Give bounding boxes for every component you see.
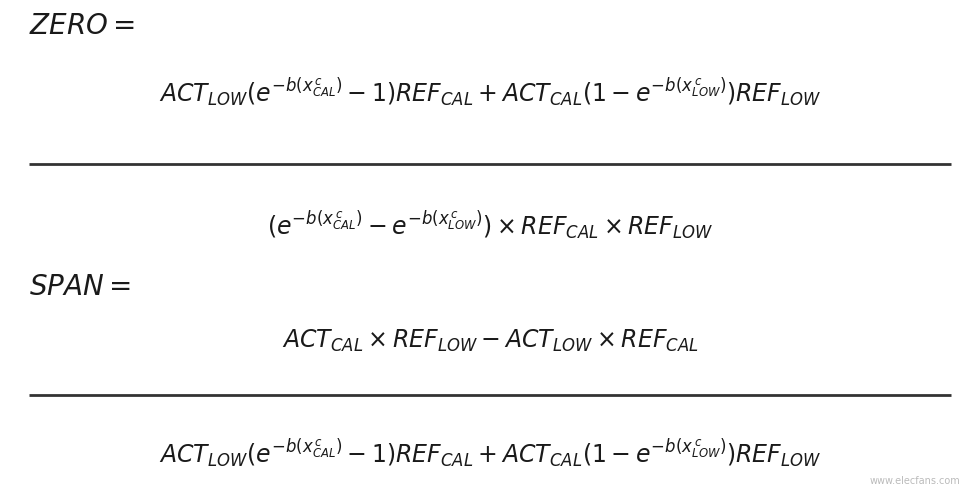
Text: $\it{ACT}_{CAL}\times\it{REF}_{LOW}-\it{ACT}_{LOW}\times\it{REF}_{CAL}$: $\it{ACT}_{CAL}\times\it{REF}_{LOW}-\it{…: [281, 328, 699, 355]
Text: $\it{ACT}_{LOW}\left(e^{-b(x_{CAL}^{\,c})}-1\right)\it{REF}_{CAL}+\it{ACT}_{CAL}: $\it{ACT}_{LOW}\left(e^{-b(x_{CAL}^{\,c}…: [159, 438, 821, 470]
Text: $\left(e^{-b(x_{CAL}^{\,c})}-e^{-b(x_{LOW}^{\,c})}\right)\times \it{REF}_{CAL}\t: $\left(e^{-b(x_{CAL}^{\,c})}-e^{-b(x_{LO…: [267, 210, 713, 242]
Text: $\it{ZERO} = $: $\it{ZERO} = $: [29, 12, 135, 40]
Text: $\it{ACT}_{LOW}\left(e^{-b(x_{CAL}^{\,c})}-1\right)\it{REF}_{CAL}+\it{ACT}_{CAL}: $\it{ACT}_{LOW}\left(e^{-b(x_{CAL}^{\,c}…: [159, 77, 821, 109]
Text: www.elecfans.com: www.elecfans.com: [869, 476, 960, 486]
Text: $\it{SPAN} = $: $\it{SPAN} = $: [29, 273, 131, 300]
